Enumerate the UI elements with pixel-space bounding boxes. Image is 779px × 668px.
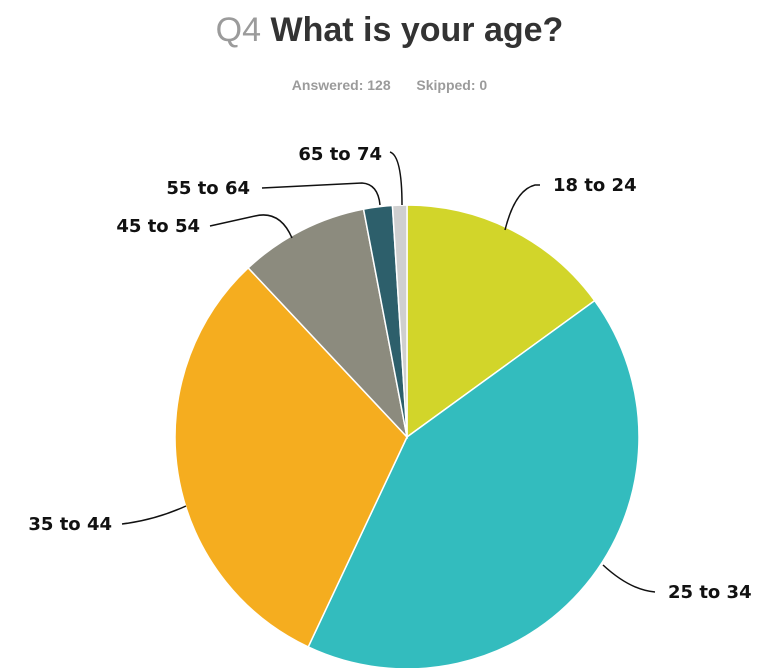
response-stats: Answered: 128 Skipped: 0 — [0, 77, 779, 93]
slice-label-65-to-74: 65 to 74 — [298, 144, 382, 165]
leader-lines — [121, 151, 656, 593]
slice-label-35-to-44: 35 to 44 — [28, 514, 112, 535]
slice-label-55-to-64: 55 to 64 — [166, 178, 250, 199]
answered-label: Answered: — [291, 77, 364, 93]
chart-title: Q4 What is your age? — [0, 10, 779, 50]
leader-line-65-to-74 — [389, 151, 403, 206]
pie-slice-45-to-54 — [247, 208, 409, 440]
pie-slice-25-to-34 — [307, 299, 640, 668]
leader-line-35-to-44 — [121, 505, 187, 525]
leader-line-45-to-54 — [209, 214, 293, 239]
answered-count: 128 — [367, 77, 391, 93]
question-number: Q4 — [215, 11, 262, 49]
pie-slices — [174, 204, 640, 668]
slice-labels: 18 to 24 25 to 34 35 to 44 45 to 54 55 to 64… — [28, 144, 751, 603]
pie-slice-65-to-74 — [391, 204, 408, 438]
leader-line-18-to-24 — [504, 184, 540, 231]
skipped-label: Skipped: — [416, 77, 476, 93]
slice-label-18-to-24: 18 to 24 — [553, 175, 637, 196]
skipped-count: 0 — [479, 77, 488, 93]
pie-slice-18-to-24 — [406, 204, 596, 439]
slice-label-45-to-54: 45 to 54 — [116, 216, 200, 237]
slice-label-25-to-34: 25 to 34 — [668, 582, 752, 603]
leader-line-25-to-34 — [602, 564, 656, 593]
leader-line-55-to-64 — [261, 182, 381, 206]
question-text: What is your age? — [270, 11, 564, 49]
pie-slice-35-to-44 — [174, 266, 408, 648]
